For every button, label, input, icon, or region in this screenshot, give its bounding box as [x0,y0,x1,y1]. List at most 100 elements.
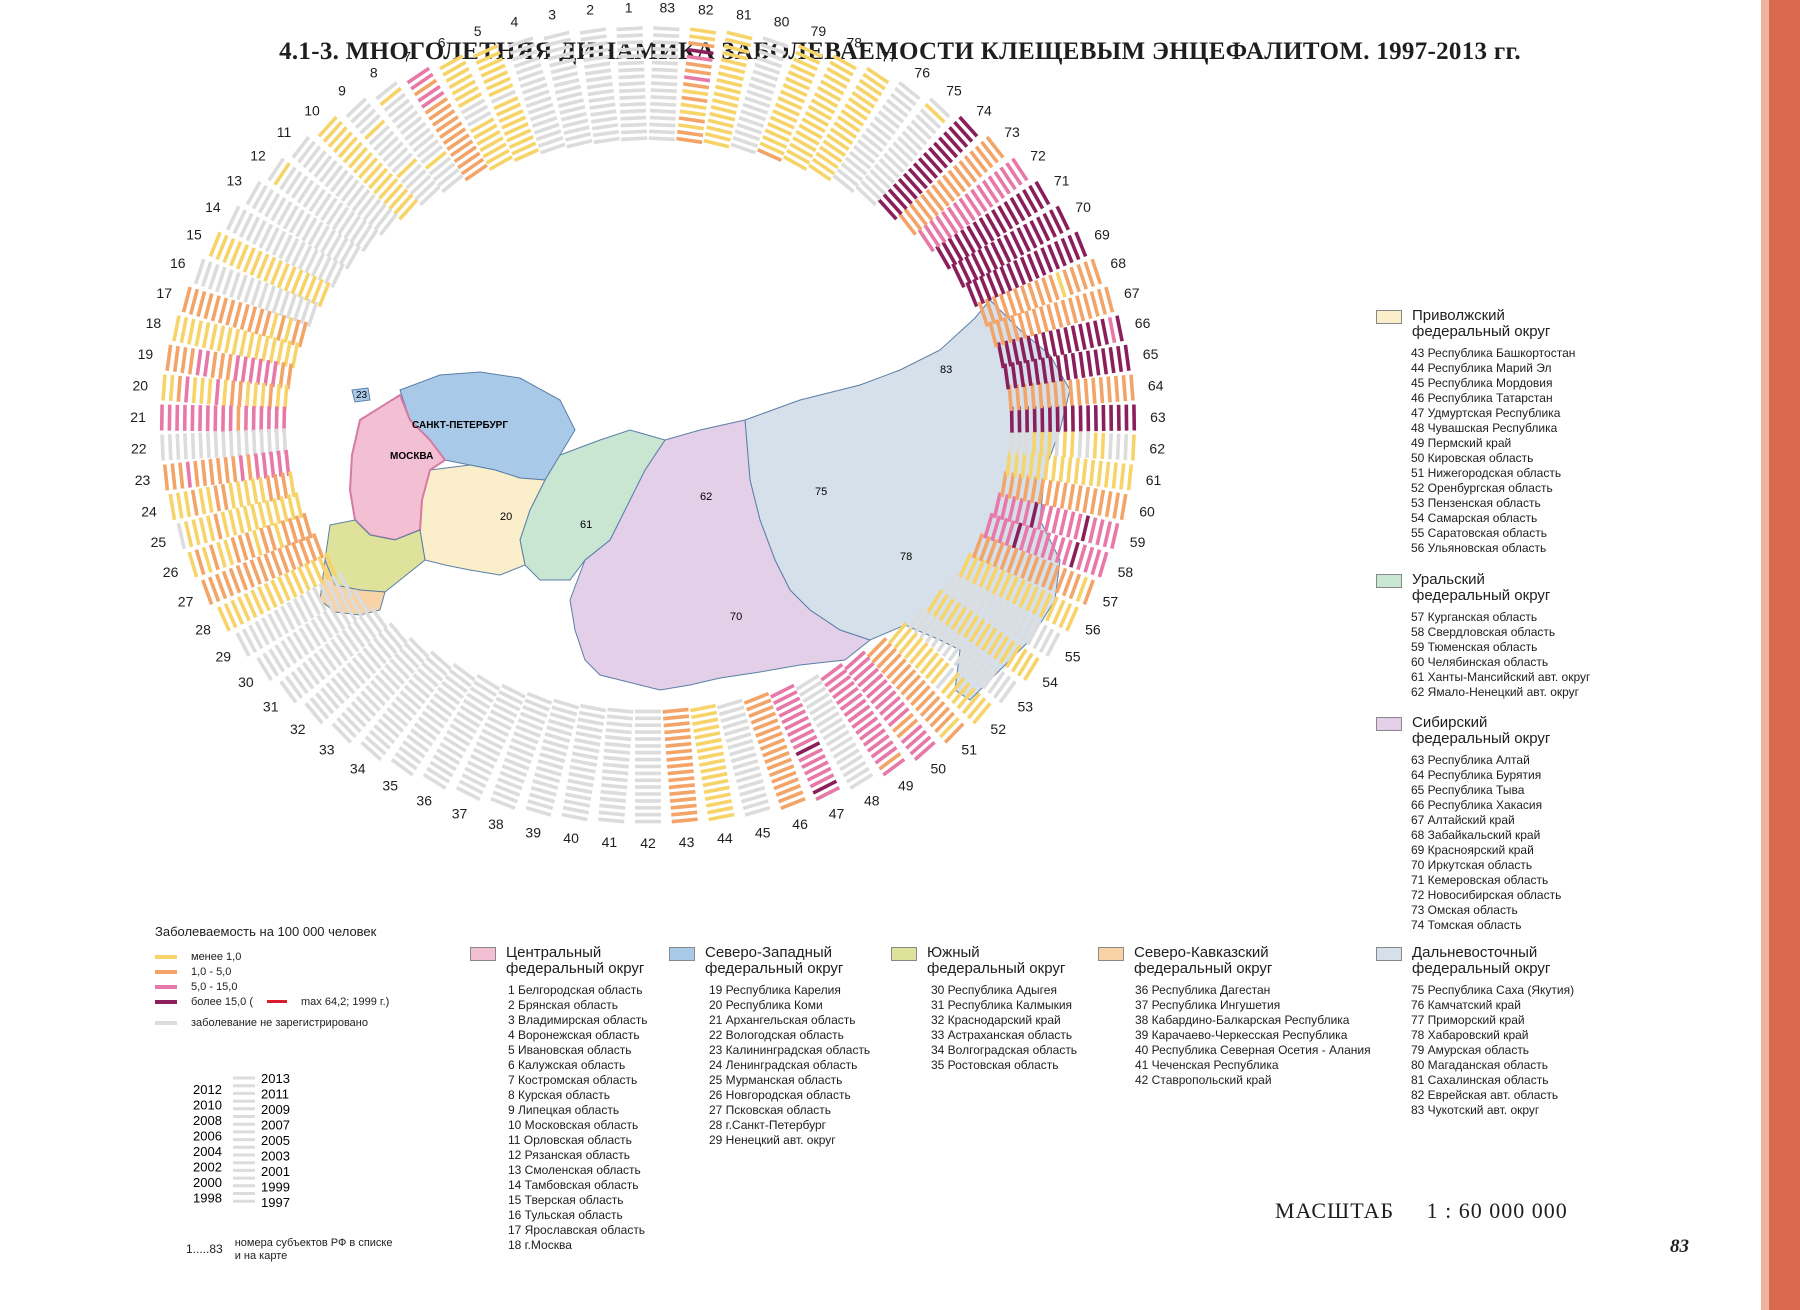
year-stripe [265,475,274,502]
year-stripe [598,817,625,824]
region-bar-72 [917,157,1029,253]
year-stripe [417,84,441,103]
year-stripe [377,718,400,739]
year-stripe [229,240,243,267]
year-stripe [280,520,292,547]
year-stripe [669,789,696,796]
year-stripe [869,168,891,190]
year-stripe [530,785,557,797]
year-stripe [310,278,324,305]
year-stripe [1062,430,1068,458]
year-stripe [1102,521,1113,548]
year-stripe [446,729,471,747]
year-stripe [893,627,913,650]
year-stripe [736,122,763,135]
year-stripe [1054,567,1068,594]
year-stripe [1009,197,1026,222]
year-stripe [463,104,489,121]
year-stripe [732,135,759,148]
year-stripe [941,241,958,266]
year-stripe [981,179,1000,204]
year-stripe [933,141,954,164]
year-stripe [938,136,959,159]
year-stripe [373,130,395,152]
year-stripe [1060,237,1074,264]
year-stripe [956,687,976,710]
year-stripe [554,84,582,95]
year-stripe [947,638,966,662]
district-item: 16 Тульская область [508,1208,623,1222]
district-name: Центральный [506,944,602,961]
year-stripe [390,757,414,777]
year-stripe [358,615,377,639]
year-stripe [1041,561,1054,588]
year-stripe [326,202,344,226]
year-stripe [670,803,697,810]
year-stripe [958,552,973,578]
year-stripe [943,131,964,154]
year-stripe [744,96,771,109]
year-stripe [338,241,355,266]
year-stripe [261,335,270,362]
year-stripe [913,741,936,761]
region-number-label: 13 [227,173,243,189]
legend-line-gt15 [155,999,177,1004]
district-item: 53 Пензенская область [1411,496,1541,510]
region-bar-28 [217,552,338,632]
region-number-label: 61 [1146,472,1162,488]
region-bar-44 [689,703,735,822]
year-stripe [1048,209,1064,235]
year-stripe [285,293,298,320]
region-bar-22 [160,428,288,461]
year-stripe [409,174,432,196]
year-stripe [1051,455,1058,482]
legend-central: Центральный федеральный округ 1 Белгородс… [470,945,647,1253]
year-stripe [618,81,645,87]
year-stripe [1055,328,1065,355]
region-number-label: 24 [141,503,157,519]
district-item: 11 Орловская область [508,1133,632,1147]
region-number-label: 17 [156,285,172,301]
region-number-label: 18 [146,315,162,331]
region-bar-19 [165,344,293,390]
year-stripe [310,559,325,585]
scale-value: 1 : 60 000 000 [1426,1198,1568,1223]
year-stripe [198,488,207,515]
year-stripe [990,241,1005,267]
region-number-label: 30 [238,674,254,690]
district-item: 7 Костромская область [508,1073,638,1087]
year-stripe [391,104,415,124]
year-stripe [1093,320,1102,347]
year-stripe [425,704,449,723]
year-stripe [848,150,872,170]
year-stripe [892,712,914,733]
year-stripe [503,757,530,771]
year-stripe [193,258,206,285]
year-stripe [649,129,676,135]
year-stripe [940,672,961,695]
year-stripe [848,656,871,677]
year-stripe [345,706,367,728]
year-stripe [696,744,723,754]
district-item: 76 Камчатский край [1411,998,1521,1012]
year-stripe [325,682,345,705]
region-number-label: 35 [382,778,398,794]
year-stripe [331,722,353,744]
year-stripe [294,515,306,542]
region-number-label: 42 [640,835,656,851]
russia-map: 23 САНКТ-ПЕТЕРБУРГ МОСКВА 83 75 78 62 70… [319,299,1071,701]
district-items: 75 Республика Саха (Якутия) 76 Камчатский… [1411,983,1574,1118]
year-stripe [283,572,298,598]
year-stripe [907,167,928,190]
year-stripe [650,102,677,107]
year-stripe [235,481,244,508]
year-stripe [620,108,647,114]
year-stripe [278,362,286,389]
year-stripe [759,737,786,751]
year-stripe [389,658,410,680]
district-items: 57 Курганская область 58 Свердловская обл… [1411,610,1590,700]
year-stripe [607,707,634,714]
year-stripe [280,639,298,664]
year-stripe [887,146,910,168]
year-stripe [829,127,854,145]
